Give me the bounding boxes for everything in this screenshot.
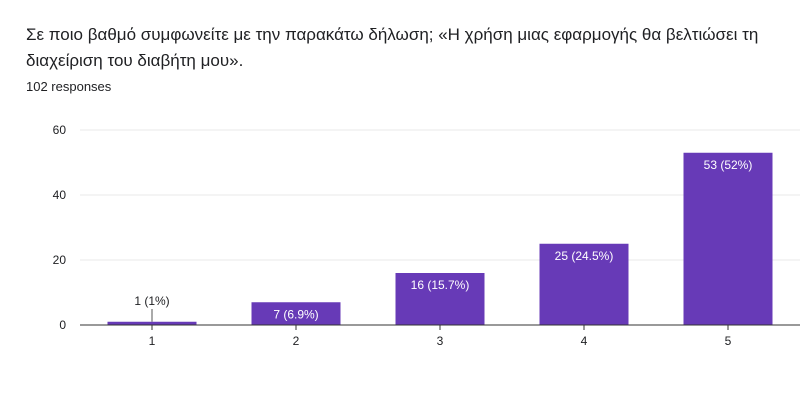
bar-2 bbox=[251, 302, 341, 325]
y-tick-label: 60 bbox=[53, 123, 67, 137]
x-tick-label: 2 bbox=[293, 334, 300, 348]
x-tick-label: 4 bbox=[581, 334, 588, 348]
grid-lines bbox=[80, 129, 800, 261]
data-labels: 1 (1%) 7 (6.9%) 16 (15.7%) 25 (24.5%) 53 (52… bbox=[134, 158, 752, 322]
data-label: 53 (52%) bbox=[704, 158, 753, 172]
data-label: 7 (6.9%) bbox=[273, 307, 318, 321]
question-title: Σε ποιο βαθμό συμφωνείτε με την παρακάτω… bbox=[26, 25, 759, 70]
data-label: 25 (24.5%) bbox=[555, 249, 614, 263]
x-tick-label: 1 bbox=[149, 334, 156, 348]
bar-5 bbox=[683, 152, 773, 325]
response-count: 102 responses bbox=[26, 79, 112, 94]
x-axis: 1 2 3 4 5 bbox=[80, 324, 800, 348]
bar-4 bbox=[539, 243, 629, 325]
bars bbox=[107, 152, 773, 325]
y-tick-label: 20 bbox=[53, 253, 67, 267]
y-tick-label: 0 bbox=[59, 318, 66, 332]
data-label: 16 (15.7%) bbox=[411, 278, 470, 292]
bar-1 bbox=[107, 321, 197, 325]
x-tick-label: 3 bbox=[437, 334, 444, 348]
y-tick-label: 40 bbox=[53, 188, 67, 202]
bar-3 bbox=[395, 273, 485, 325]
data-label: 1 (1%) bbox=[134, 294, 169, 308]
y-axis: 0 20 40 60 bbox=[53, 123, 67, 332]
x-tick-label: 5 bbox=[725, 334, 732, 348]
